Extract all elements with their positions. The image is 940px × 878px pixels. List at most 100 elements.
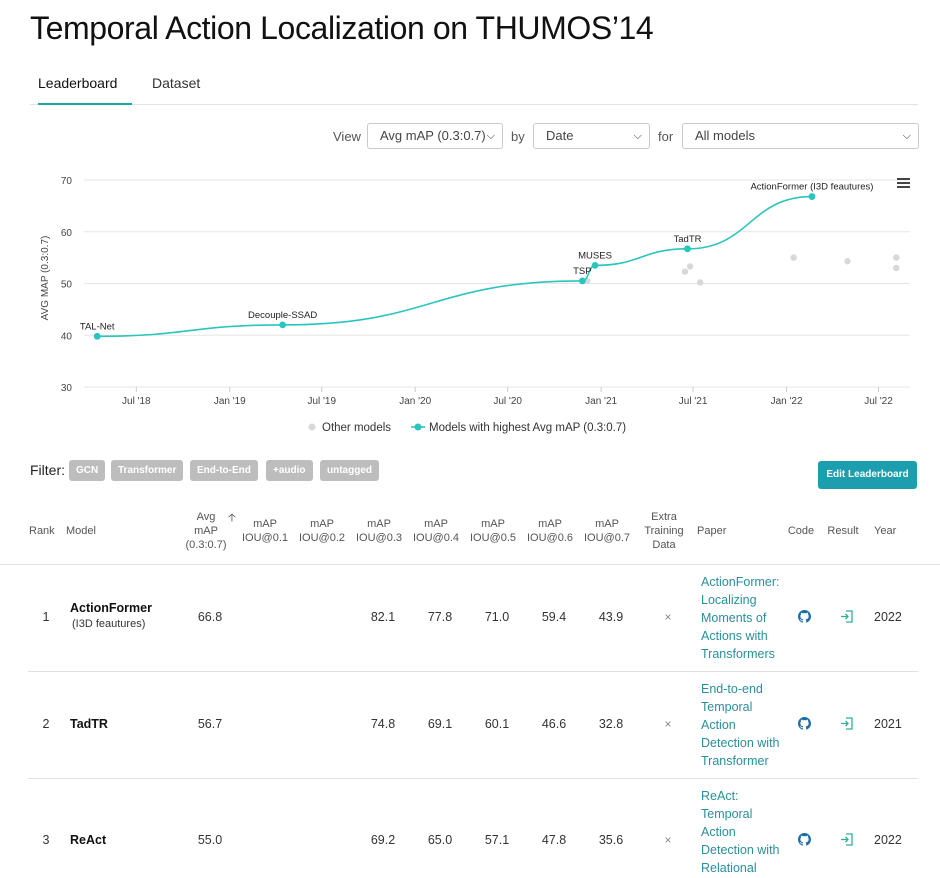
x-tick-label: Jul '22 bbox=[864, 396, 893, 407]
header-iou04: mAP IOU@0.4 bbox=[411, 517, 461, 545]
for-select[interactable]: All models ⌵ bbox=[682, 123, 919, 149]
result-icon[interactable] bbox=[840, 610, 854, 623]
view-select[interactable]: Avg mAP (0.3:0.7) ⌵ bbox=[367, 123, 503, 149]
paper-line: Relational bbox=[701, 861, 757, 875]
close-icon: × bbox=[664, 833, 672, 847]
filter-tag-gcn[interactable]: GCN bbox=[69, 460, 106, 481]
best-model-point bbox=[93, 332, 101, 340]
header-iou03-line2: IOU@0.3 bbox=[355, 532, 402, 544]
series-line bbox=[97, 195, 812, 338]
header-iou01-line2: IOU@0.1 bbox=[241, 532, 288, 544]
cell-avg: 56.7 bbox=[197, 717, 223, 731]
other-model-point bbox=[893, 264, 900, 272]
tab-dataset[interactable]: Dataset bbox=[152, 75, 201, 91]
filter-tag-transformer[interactable]: Transformer bbox=[111, 460, 184, 481]
other-model-point bbox=[696, 279, 704, 286]
header-iou02: mAP IOU@0.2 bbox=[297, 517, 347, 545]
legend-label-other[interactable]: Other models bbox=[322, 422, 391, 434]
legend-label-best[interactable]: Models with highest Avg mAP (0.3:0.7) bbox=[429, 422, 626, 434]
paper-line: Transformers bbox=[701, 647, 775, 661]
point-label: ActionFormer (I3D feautures) bbox=[750, 182, 873, 193]
header-iou07-line1: mAP bbox=[595, 518, 619, 530]
header-iou04-line1: mAP bbox=[424, 518, 448, 530]
other-model-point bbox=[686, 263, 694, 270]
header-iou05: mAP IOU@0.5 bbox=[468, 517, 518, 545]
paper-line: ActionFormer: bbox=[701, 575, 780, 589]
filter-tag-end-to-end[interactable]: End-to-End bbox=[190, 460, 258, 481]
header-avg[interactable]: Avg mAP (0.3:0.7) bbox=[180, 510, 232, 552]
github-icon[interactable] bbox=[798, 717, 811, 730]
cell-year: 2022 bbox=[874, 610, 902, 624]
chevron-down-icon: ⌵ bbox=[633, 130, 642, 142]
cell-model[interactable]: ActionFormer (I3D feautures) bbox=[70, 601, 190, 630]
cell-iou05: 57.1 bbox=[484, 833, 510, 847]
cell-iou07: 35.6 bbox=[598, 833, 624, 847]
paper-link[interactable]: End-to-end Temporal Action Detection wit… bbox=[701, 680, 791, 770]
edit-leaderboard-button[interactable]: Edit Leaderboard bbox=[818, 461, 917, 489]
x-tick-label: Jul '20 bbox=[493, 396, 522, 407]
header-extra-line2: Training bbox=[644, 525, 684, 537]
cell-model[interactable]: ReAct bbox=[70, 833, 190, 847]
cell-model[interactable]: TadTR bbox=[70, 717, 190, 731]
best-model-point bbox=[591, 261, 599, 269]
for-select-value: All models bbox=[695, 128, 755, 143]
header-avg-line2: mAP bbox=[194, 525, 218, 537]
model-name: ReAct bbox=[70, 833, 107, 847]
by-select-value: Date bbox=[546, 128, 574, 143]
table-row[interactable]: 3 ReAct 55.0 69.2 65.0 57.1 47.8 35.6 × … bbox=[28, 779, 918, 878]
paper-line: Action bbox=[701, 825, 736, 839]
cell-year: 2022 bbox=[874, 833, 902, 847]
table-row[interactable]: 1 ActionFormer (I3D feautures) 66.8 82.1… bbox=[28, 565, 918, 672]
paper-line: Transformer bbox=[701, 754, 769, 768]
cell-iou04: 65.0 bbox=[427, 833, 453, 847]
cell-iou05: 71.0 bbox=[484, 610, 510, 624]
header-iou05-line1: mAP bbox=[481, 518, 505, 530]
model-name: TadTR bbox=[70, 717, 108, 731]
header-iou05-line2: IOU@0.5 bbox=[469, 532, 516, 544]
point-label: MUSES bbox=[578, 250, 612, 261]
github-icon[interactable] bbox=[798, 610, 811, 623]
for-label: for bbox=[658, 129, 674, 144]
filter-label: Filter: bbox=[30, 462, 65, 478]
point-label: TadTR bbox=[674, 234, 702, 245]
cell-iou06: 59.4 bbox=[541, 610, 567, 624]
y-tick-label: 70 bbox=[61, 176, 73, 187]
model-name: ActionFormer bbox=[70, 601, 152, 615]
header-year: Year bbox=[874, 525, 897, 537]
x-tick-label: Jul '21 bbox=[679, 396, 708, 407]
header-iou01-line1: mAP bbox=[253, 518, 277, 530]
table-row[interactable]: 2 TadTR 56.7 74.8 69.1 60.1 46.6 32.8 × … bbox=[28, 672, 918, 779]
cell-rank: 3 bbox=[42, 833, 50, 847]
filter-tag-untagged[interactable]: untagged bbox=[320, 460, 379, 481]
y-tick-label: 30 bbox=[61, 383, 73, 394]
other-model-point bbox=[844, 258, 851, 265]
github-icon[interactable] bbox=[798, 833, 811, 846]
cell-iou06: 47.8 bbox=[541, 833, 567, 847]
point-label: Decouple-SSAD bbox=[248, 310, 317, 321]
header-iou02-line2: IOU@0.2 bbox=[298, 532, 345, 544]
filter-tag-audio[interactable]: +audio bbox=[266, 460, 313, 481]
other-model-point bbox=[893, 254, 900, 261]
paper-link[interactable]: ActionFormer: Localizing Moments of Acti… bbox=[701, 573, 791, 663]
result-icon[interactable] bbox=[840, 833, 854, 846]
header-iou07-line2: IOU@0.7 bbox=[583, 532, 630, 544]
header-iou01: mAP IOU@0.1 bbox=[240, 517, 290, 545]
header-model: Model bbox=[66, 525, 96, 537]
by-select[interactable]: Date ⌵ bbox=[533, 123, 650, 149]
paper-line: Action bbox=[701, 718, 736, 732]
paper-line: Temporal bbox=[701, 700, 753, 714]
chart-menu-icon[interactable] bbox=[897, 178, 910, 188]
paper-line: Detection with bbox=[701, 843, 780, 857]
cell-iou03: 74.8 bbox=[370, 717, 396, 731]
other-model-point bbox=[790, 254, 797, 261]
tab-leaderboard[interactable]: Leaderboard bbox=[38, 64, 132, 105]
paper-link[interactable]: ReAct: Temporal Action Detection with Re… bbox=[701, 787, 791, 877]
view-label: View bbox=[333, 129, 361, 144]
result-icon[interactable] bbox=[840, 717, 854, 730]
header-paper: Paper bbox=[697, 525, 727, 537]
cell-year: 2021 bbox=[874, 717, 902, 731]
close-icon: × bbox=[664, 610, 672, 624]
chevron-down-icon: ⌵ bbox=[486, 130, 495, 142]
legend-marker-other bbox=[308, 423, 316, 431]
